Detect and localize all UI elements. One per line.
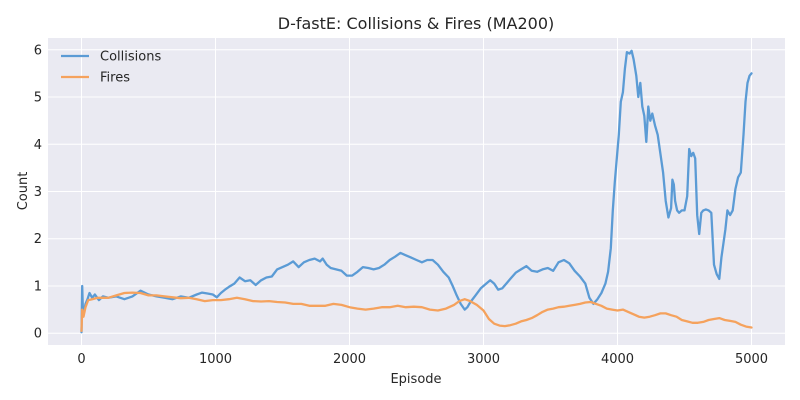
y-tick-label: 5 [34, 91, 42, 106]
chart-title: D-fastE: Collisions & Fires (MA200) [278, 14, 554, 33]
x-tick-label: 0 [77, 352, 85, 367]
series-group [80, 49, 753, 334]
series-line-fires [80, 291, 753, 332]
legend: Collisions Fires [61, 50, 161, 86]
x-tick-label: 2000 [333, 352, 366, 367]
grid [48, 38, 785, 345]
series-line-collisions [80, 49, 753, 334]
y-tick-label: 4 [34, 138, 42, 153]
x-tick-labels: 0 1000 2000 3000 4000 5000 [77, 352, 768, 367]
legend-label-fires: Fires [100, 71, 130, 86]
legend-label-collisions: Collisions [100, 50, 161, 65]
y-tick-label: 0 [34, 327, 42, 342]
x-axis-label: Episode [390, 372, 441, 387]
x-tick-label: 4000 [601, 352, 634, 367]
y-tick-label: 6 [34, 43, 42, 58]
y-tick-label: 2 [34, 232, 42, 247]
y-axis-label: Count [16, 172, 31, 211]
x-tick-label: 5000 [735, 352, 768, 367]
x-tick-label: 3000 [467, 352, 500, 367]
x-tick-label: 1000 [199, 352, 232, 367]
y-tick-label: 3 [34, 185, 42, 200]
y-tick-label: 1 [34, 279, 42, 294]
y-tick-labels: 0 1 2 3 4 5 6 [34, 43, 42, 341]
